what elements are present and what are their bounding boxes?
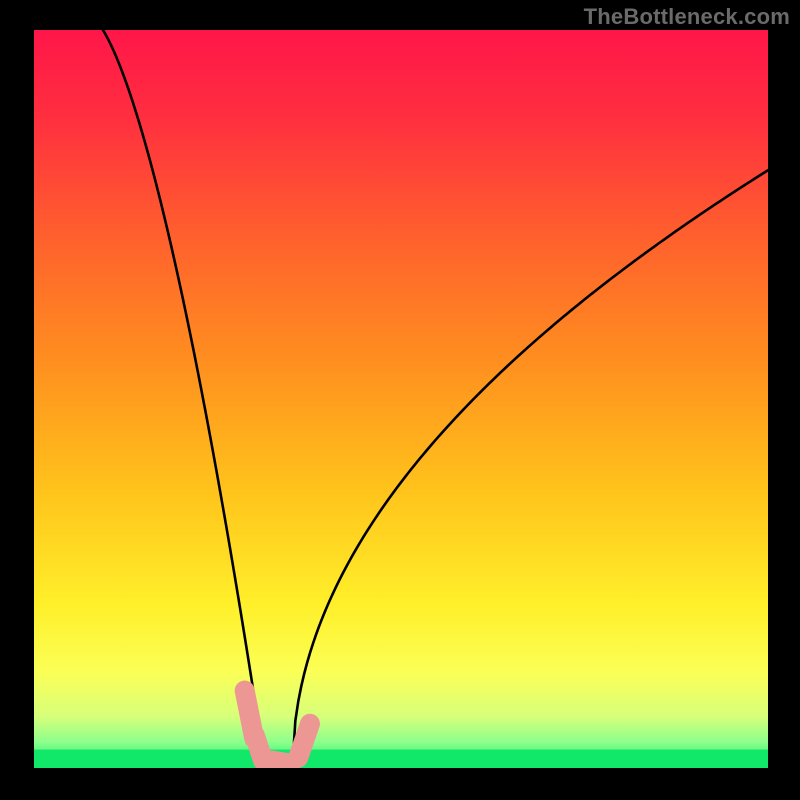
marker-capsule bbox=[263, 759, 291, 763]
green-band bbox=[34, 750, 768, 768]
bottleneck-chart bbox=[0, 0, 800, 800]
marker-capsule bbox=[298, 724, 310, 758]
watermark-text: TheBottleneck.com bbox=[584, 4, 790, 30]
